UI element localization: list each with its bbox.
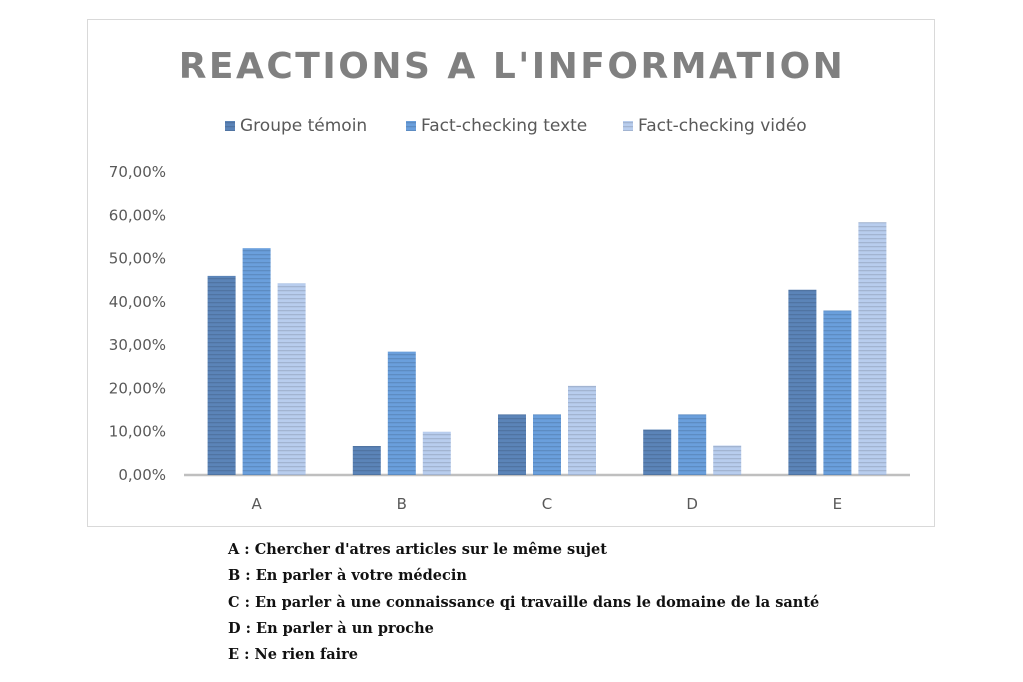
legend: Groupe témoin Fact-checking texte Fact-che… (225, 116, 807, 136)
y-tick-label: 50,00% (109, 250, 166, 268)
legend-label: Groupe témoin (240, 116, 367, 136)
chart-area: REACTIONS A L'INFORMATION Groupe témoin F… (87, 19, 935, 527)
legend-swatch (225, 121, 235, 131)
legend-item-2: Fact-checking texte (406, 116, 587, 136)
legend-item-1: Groupe témoin (225, 116, 367, 136)
bar-C-series-1 (498, 414, 526, 475)
note-e: E : Ne rien faire (228, 646, 358, 664)
note-c: C : En parler à une connaissance qi trav… (228, 593, 820, 611)
legend-swatch (406, 121, 416, 131)
x-tick-label: A (251, 495, 262, 513)
note-d: D : En parler à un proche (228, 619, 434, 637)
bar-B-series-1 (352, 445, 381, 475)
category-notes: A : Chercher d'atres articles sur le mêm… (228, 537, 948, 668)
chart-title: REACTIONS A L'INFORMATION (179, 46, 846, 87)
bar-E-series-3 (858, 222, 887, 475)
y-tick-label: 40,00% (109, 293, 166, 311)
bar-D-series-3 (713, 445, 742, 475)
legend-item-3: Fact-checking vidéo (623, 116, 807, 136)
bar-B-series-3 (422, 431, 451, 475)
y-tick-label: 20,00% (109, 379, 166, 397)
bar-A-series-1 (207, 275, 236, 475)
bar-E-series-2 (823, 310, 852, 475)
bar-E-series-1 (788, 289, 817, 475)
bar-D-series-2 (678, 414, 707, 475)
legend-label: Fact-checking vidéo (638, 116, 807, 136)
x-tick-label: C (542, 495, 552, 513)
bar-A-series-3 (277, 283, 306, 475)
y-axis: 0,00% 10,00% 20,00% 30,00% 40,00% 50,00% 60,00… (109, 163, 166, 484)
bar-A-series-2 (242, 248, 271, 475)
note-b: B : En parler à votre médecin (228, 567, 467, 585)
legend-swatch (623, 121, 633, 131)
bar-C-series-2 (533, 414, 561, 475)
bars (207, 222, 887, 475)
note-a: A : Chercher d'atres articles sur le mêm… (228, 541, 607, 558)
bar-chart: REACTIONS A L'INFORMATION Groupe témoin F… (109, 46, 910, 513)
y-tick-label: 30,00% (109, 336, 166, 354)
y-tick-label: 10,00% (109, 423, 166, 441)
y-tick-label: 60,00% (109, 206, 166, 224)
legend-label: Fact-checking texte (421, 116, 587, 136)
bar-C-series-3 (568, 385, 596, 475)
x-tick-label: B (397, 495, 407, 513)
y-tick-label: 0,00% (118, 466, 166, 484)
bar-B-series-2 (387, 351, 416, 475)
x-tick-label: D (686, 495, 698, 513)
x-axis: A B C D E (251, 495, 842, 513)
bar-D-series-1 (643, 429, 672, 475)
y-tick-label: 70,00% (109, 163, 166, 181)
x-tick-label: E (833, 495, 842, 513)
